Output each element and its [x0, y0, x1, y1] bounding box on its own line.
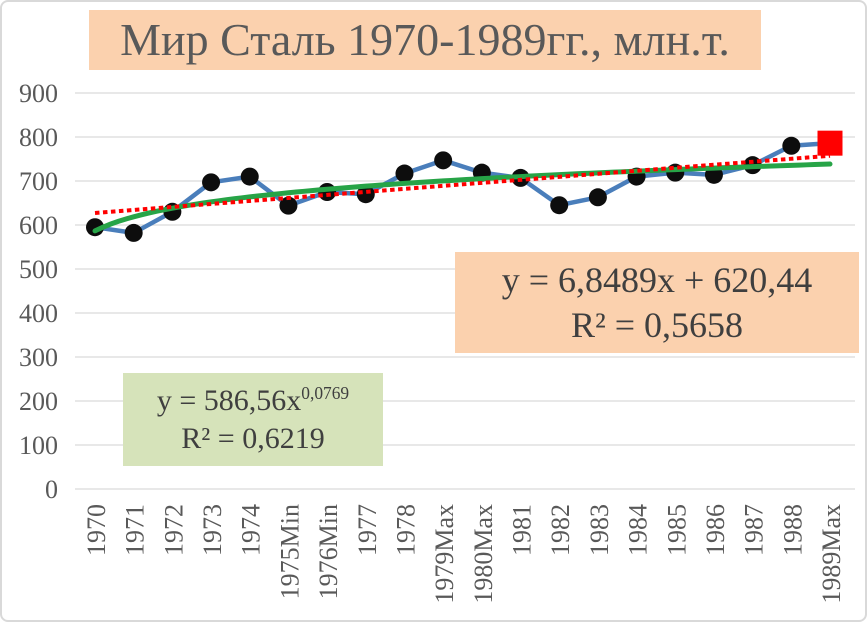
y-axis-label: 100 [19, 431, 58, 460]
data-point-marker [86, 218, 104, 237]
linear-trendline [94, 153, 831, 215]
data-point-marker [124, 223, 143, 242]
power-trend-equation-label: y = 586,56x0,0769 R² = 0,6219 [123, 373, 383, 466]
x-axis-label: 1981 [508, 504, 537, 556]
x-axis-label: 1980Max [469, 504, 498, 604]
data-point-marker [434, 151, 453, 170]
x-axis-label: 1972 [159, 504, 188, 556]
x-axis-label: 1973 [198, 504, 227, 556]
y-axis-label: 300 [19, 343, 58, 372]
power-equation-exponent: 0,0769 [301, 383, 350, 403]
x-axis-label: 1988 [778, 504, 807, 556]
x-axis-label: 1989Max [817, 504, 846, 604]
x-axis-label: 1970 [82, 504, 111, 556]
x-axis-label: 1982 [546, 504, 575, 556]
x-axis-label: 1971 [121, 504, 150, 556]
y-axis-label: 600 [19, 211, 58, 240]
data-point-marker [588, 188, 607, 207]
y-axis-label: 200 [19, 387, 58, 416]
x-axis-label: 1979Max [430, 504, 459, 604]
y-axis-label: 500 [19, 255, 58, 284]
data-point-marker [240, 167, 259, 186]
linear-equation-text: y = 6,8489x + 620,44 [501, 259, 813, 300]
data-point-marker [782, 136, 801, 155]
x-axis-label: 1978 [391, 504, 420, 556]
power-trendline [92, 161, 833, 234]
y-axis-label: 0 [45, 475, 58, 504]
data-point-marker [202, 173, 221, 192]
y-axis-label: 700 [19, 167, 58, 196]
power-equation-base: y = 586,56x [156, 384, 302, 417]
x-axis-label: 1976Min [314, 504, 343, 599]
x-axis-label: 1977 [353, 504, 382, 556]
y-axis-label: 400 [19, 299, 58, 328]
y-axis-label: 900 [19, 79, 58, 108]
x-axis-label: 1983 [585, 504, 614, 556]
x-axis-label: 1974 [237, 504, 266, 556]
x-axis-label: 1975Min [275, 504, 304, 599]
highlighted-last-point-marker [817, 130, 843, 156]
y-axis-label: 800 [19, 123, 58, 152]
power-r-squared-text: R² = 0,6219 [181, 421, 325, 455]
x-axis-label: 1984 [624, 504, 653, 556]
data-point-marker [279, 196, 298, 215]
data-point-marker [550, 196, 569, 215]
power-equation-text: y = 586,56x0,0769 [157, 382, 349, 420]
linear-trend-equation-label: y = 6,8489x + 620,44 R² = 0,5658 [455, 252, 859, 353]
x-axis-label: 1987 [740, 504, 769, 556]
chart-title: Мир Сталь 1970-1989гг., млн.т. [89, 10, 761, 70]
x-axis-label: 1986 [701, 504, 730, 556]
chart-title-text: Мир Сталь 1970-1989гг., млн.т. [120, 14, 730, 66]
linear-r-squared-text: R² = 0,5658 [570, 304, 744, 345]
x-axis-label: 1985 [662, 504, 691, 556]
data-point-marker [395, 164, 414, 183]
